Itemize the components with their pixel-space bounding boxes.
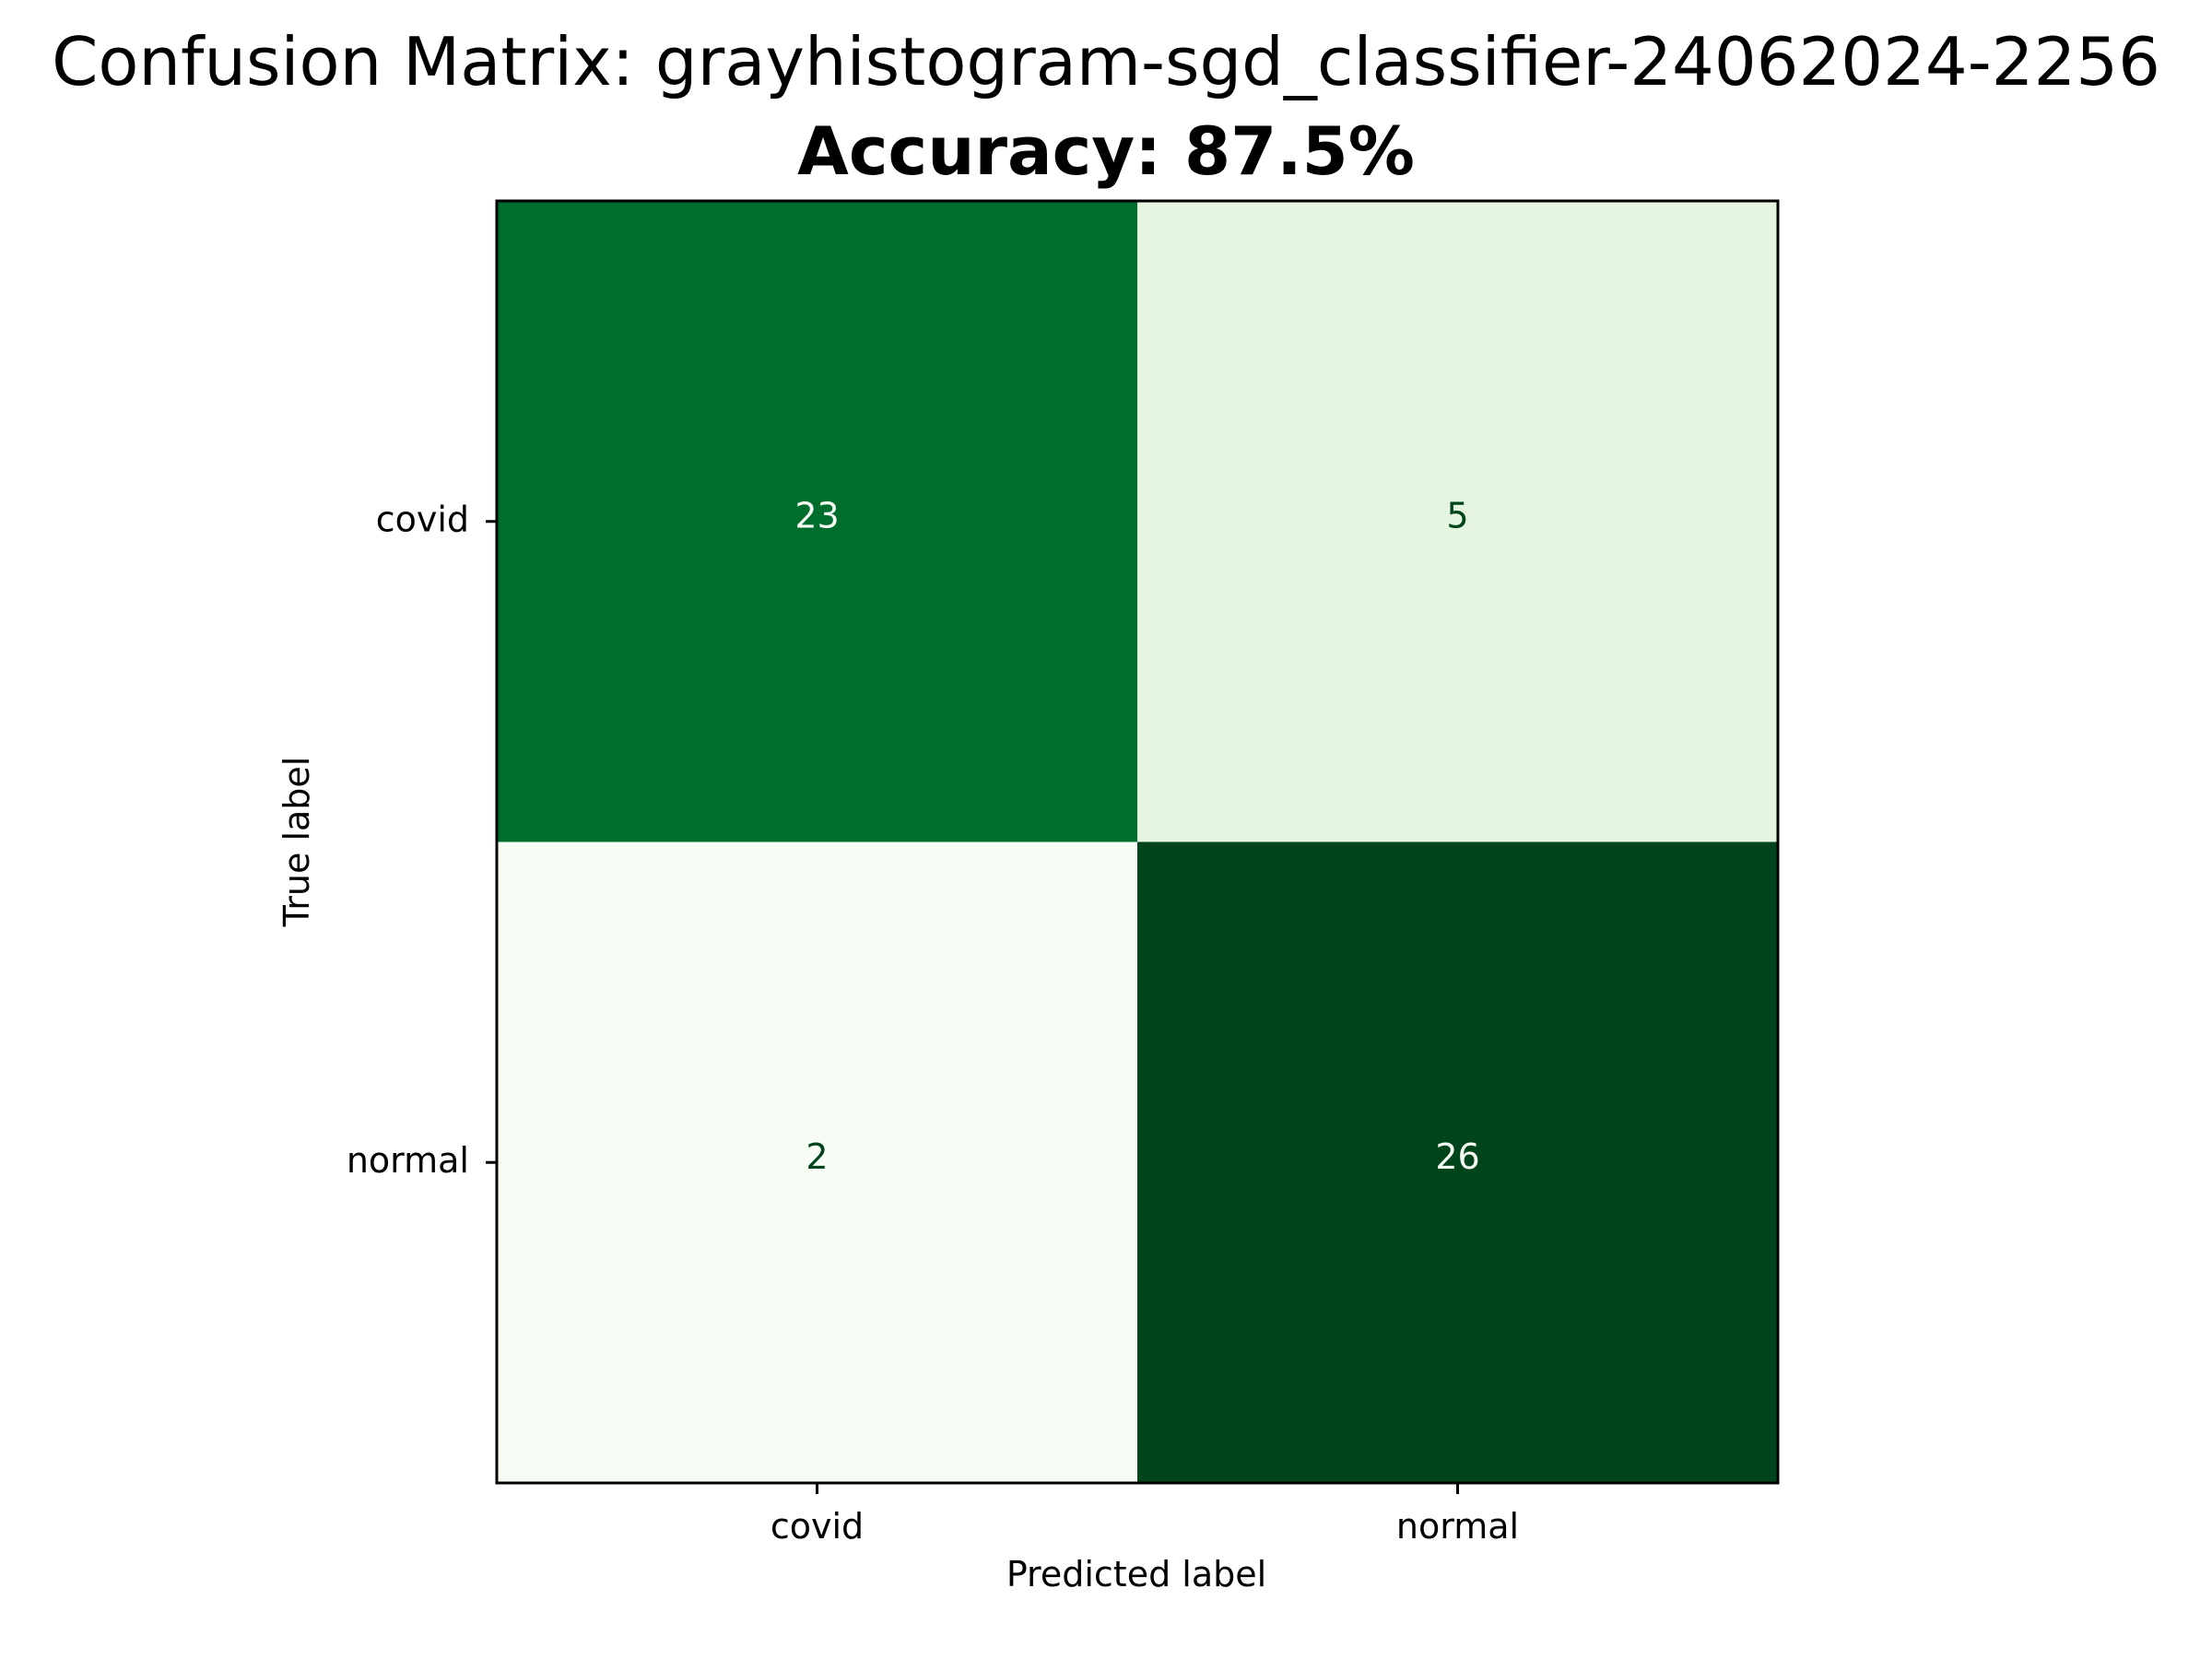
matrix-cells	[497, 201, 1779, 1484]
y-axis-ticks: covid normal	[347, 499, 497, 1181]
y-tick-label-normal: normal	[347, 1140, 469, 1181]
cell-value-normal-normal: 26	[1435, 1136, 1479, 1177]
x-axis-label: Predicted label	[1006, 1554, 1266, 1594]
cell-value-labels: 23 5 2 26	[794, 495, 1479, 1177]
x-tick-label-covid: covid	[771, 1506, 864, 1547]
matrix-cell-normal-covid	[497, 841, 1138, 1484]
cell-value-covid-normal: 5	[1446, 495, 1468, 535]
matrix-cell-normal-normal	[1137, 841, 1779, 1484]
x-axis-ticks: covid normal	[771, 1483, 1519, 1547]
cell-value-normal-covid: 2	[806, 1136, 828, 1177]
matrix-cell-covid-covid	[497, 201, 1138, 842]
chart-subtitle: Accuracy: 87.5%	[797, 112, 1415, 190]
chart-title: Confusion Matrix: grayhistogram-sgd_clas…	[52, 23, 2160, 100]
matrix-cell-covid-normal	[1137, 201, 1779, 842]
y-tick-label-covid: covid	[376, 499, 469, 539]
plot-frame	[495, 199, 1780, 1485]
cell-value-covid-covid: 23	[794, 495, 839, 535]
y-axis-label: True label	[276, 757, 317, 928]
x-tick-label-normal: normal	[1396, 1506, 1519, 1547]
